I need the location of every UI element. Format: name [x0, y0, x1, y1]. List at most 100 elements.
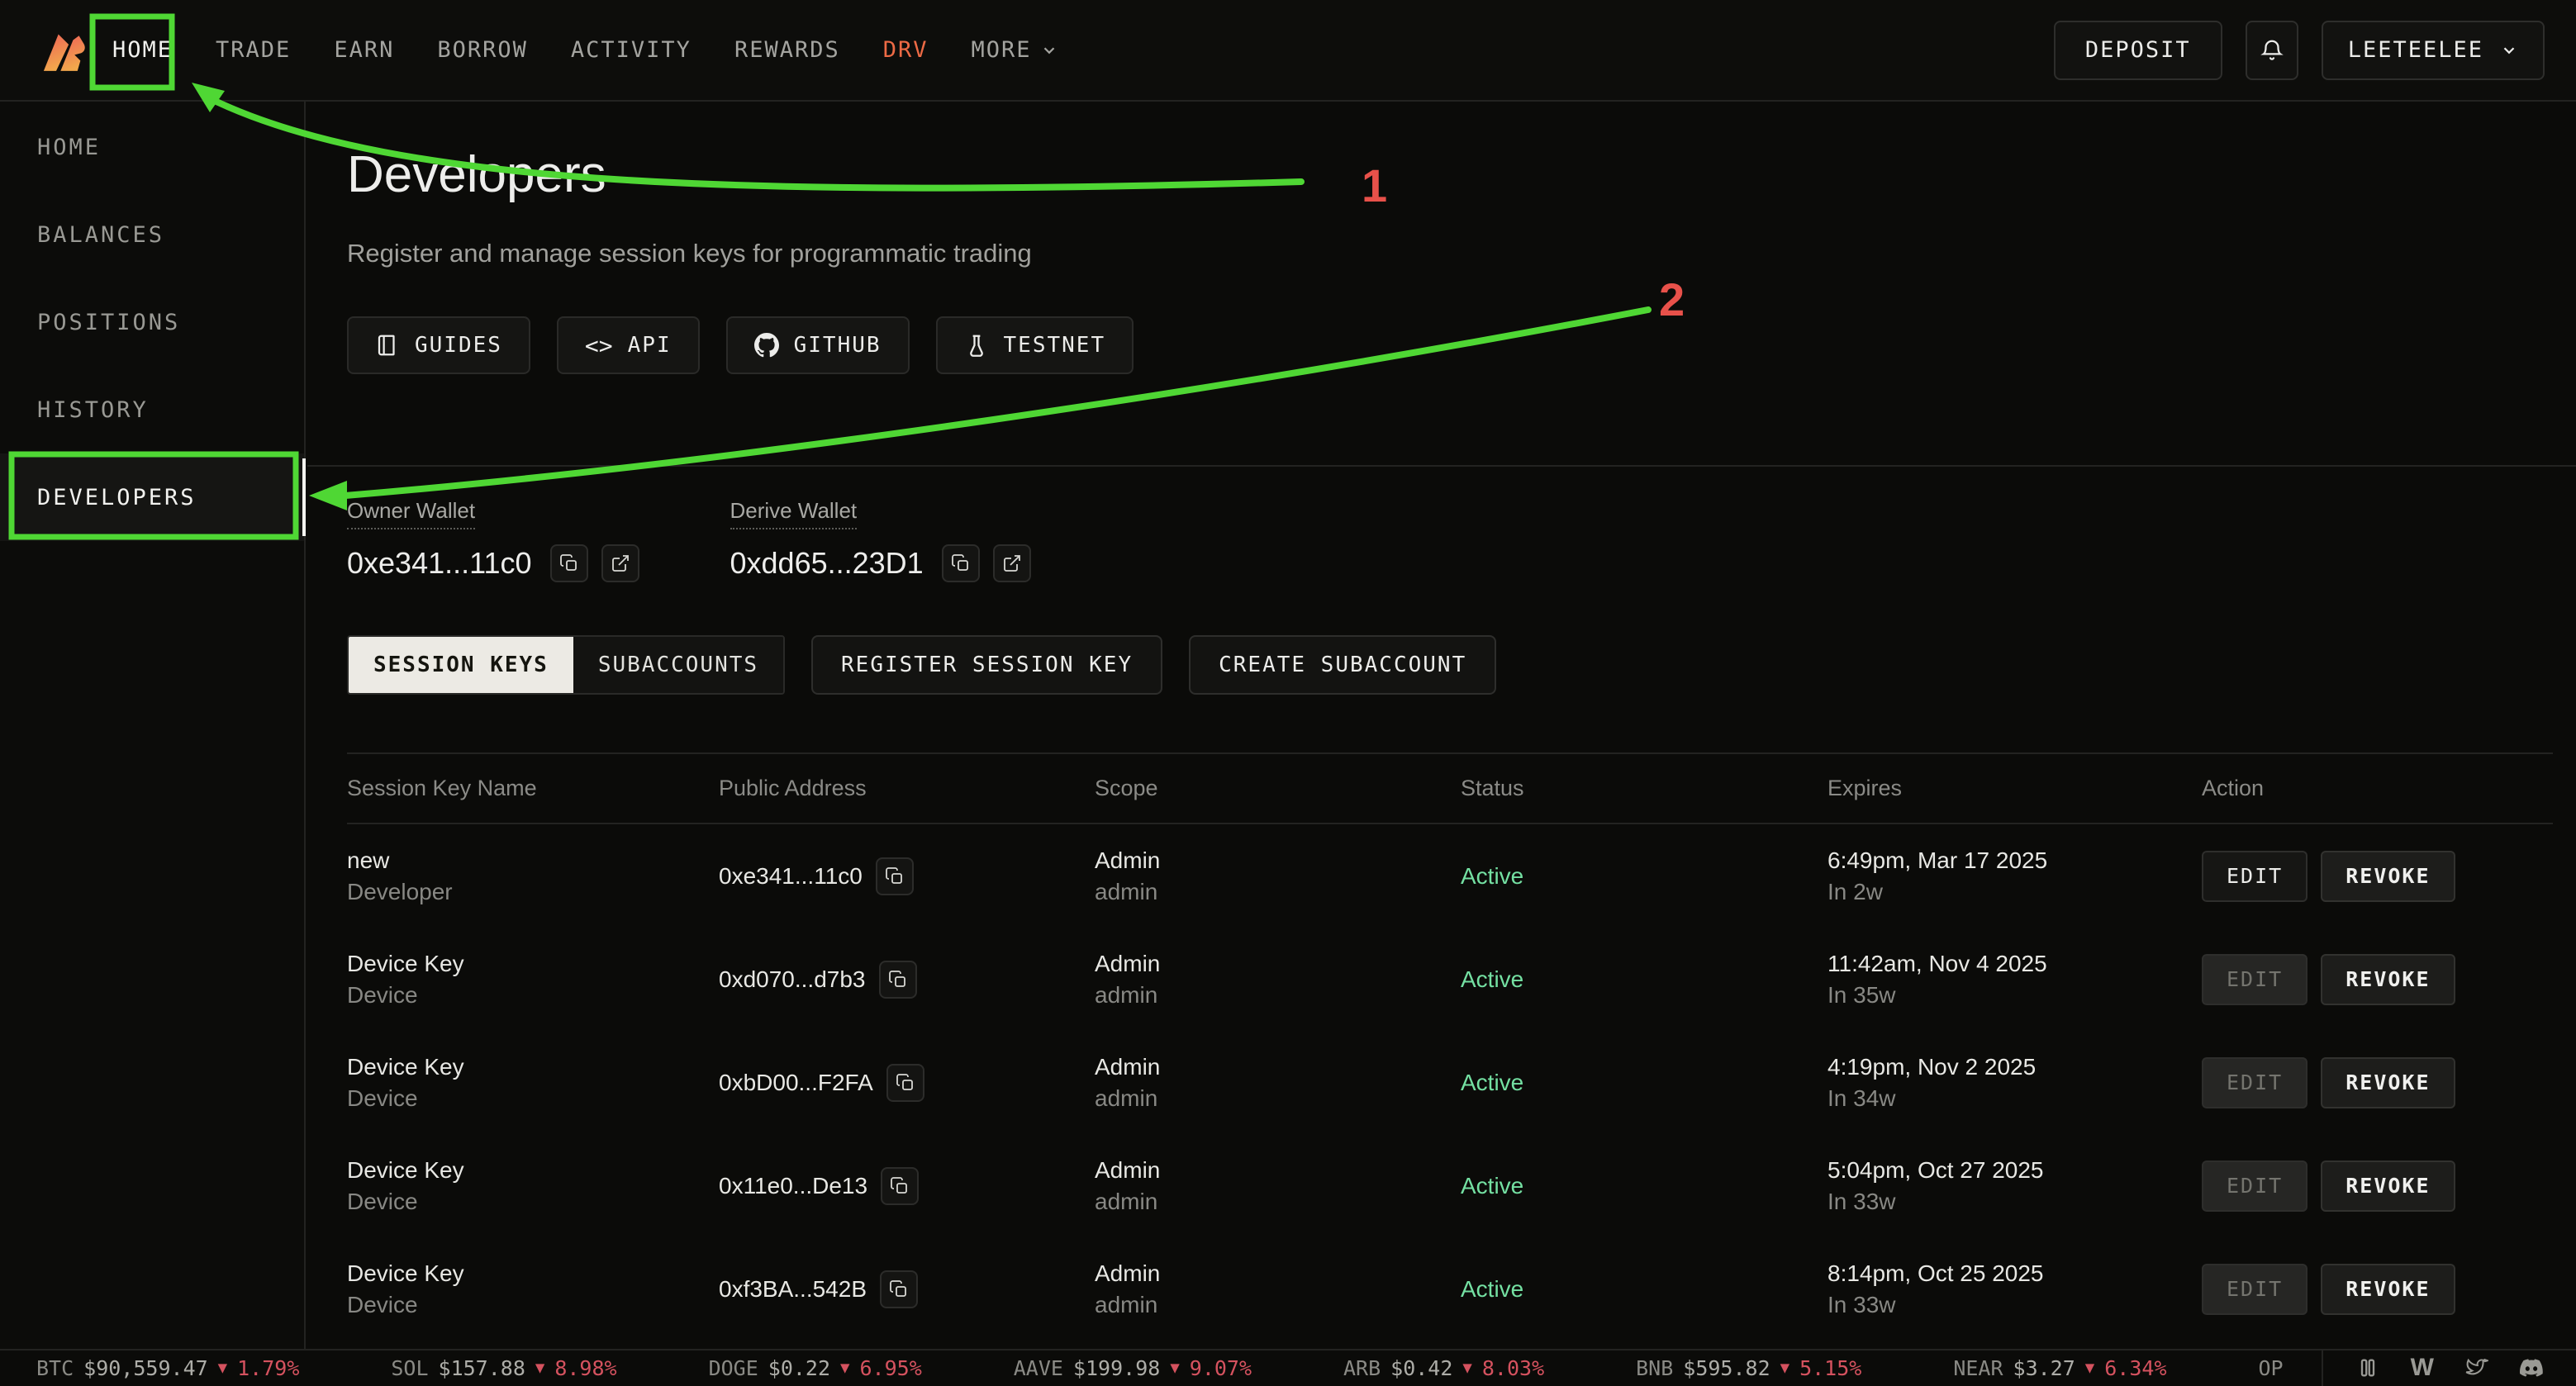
nav-item-more-label: MORE	[972, 37, 1032, 63]
register-session-key-button[interactable]: REGISTER SESSION KEY	[811, 635, 1162, 695]
session-key-name: Device Key	[347, 1051, 719, 1083]
copy-icon	[889, 1279, 909, 1299]
edit-button[interactable]: EDIT	[2202, 954, 2307, 1005]
table-row: Device Key Device 0xd070...d7b3 Admin ad…	[347, 928, 2553, 1031]
ticker-item-doge[interactable]: DOGE $0.22 ▼ 6.95%	[709, 1356, 922, 1380]
ticker-change: 8.98%	[554, 1356, 616, 1380]
ticker-item-bnb[interactable]: BNB $595.82 ▼ 5.15%	[1636, 1356, 1861, 1380]
nav-item-home[interactable]: HOME	[106, 32, 179, 68]
nav-item-rewards[interactable]: REWARDS	[728, 32, 847, 68]
edit-button[interactable]: EDIT	[2202, 1161, 2307, 1212]
nav-item-borrow[interactable]: BORROW	[430, 32, 535, 68]
github-button[interactable]: GITHUB	[726, 316, 910, 374]
revoke-button[interactable]: REVOKE	[2321, 851, 2455, 902]
expires-relative: In 33w	[1827, 1186, 2202, 1217]
copy-address-button[interactable]	[886, 1064, 924, 1102]
pause-ticker-button[interactable]	[2356, 1356, 2379, 1379]
deposit-button[interactable]: DEPOSIT	[2054, 21, 2222, 80]
discord-link[interactable]	[2520, 1356, 2543, 1379]
edit-button[interactable]: EDIT	[2202, 851, 2307, 902]
testtube-icon	[964, 333, 989, 358]
ticker-item-op[interactable]: OP	[2258, 1356, 2283, 1380]
copy-icon	[559, 553, 579, 573]
ticker-item-arb[interactable]: ARB $0.42 ▼ 8.03%	[1343, 1356, 1544, 1380]
session-key-name: Device Key	[347, 1258, 719, 1289]
ticker-item-aave[interactable]: AAVE $199.98 ▼ 9.07%	[1014, 1356, 1252, 1380]
owner-wallet-external-link-button[interactable]	[601, 544, 639, 582]
expires-relative: In 33w	[1827, 1289, 2202, 1321]
copy-address-button[interactable]	[881, 1167, 919, 1205]
derive-wallet-block: Derive Wallet 0xdd65...23D1	[730, 498, 1031, 582]
revoke-button[interactable]: REVOKE	[2321, 1057, 2455, 1108]
notifications-button[interactable]	[2246, 21, 2298, 80]
revoke-button[interactable]: REVOKE	[2321, 1264, 2455, 1315]
revoke-button[interactable]: REVOKE	[2321, 1161, 2455, 1212]
ticker-item-sol[interactable]: SOL $157.88 ▼ 8.98%	[391, 1356, 616, 1380]
sidebar-item-developers[interactable]: DEVELOPERS	[0, 453, 304, 541]
tab-group: SESSION KEYS SUBACCOUNTS	[347, 635, 785, 695]
page-title: Developers	[347, 143, 2553, 207]
scope: Admin	[1095, 1051, 1461, 1083]
ticker-symbol: BTC	[36, 1356, 74, 1380]
owner-wallet-block: Owner Wallet 0xe341...11c0	[347, 498, 639, 582]
sidebar-item-home[interactable]: HOME	[0, 103, 304, 191]
account-menu-button[interactable]: LEETEELEE	[2322, 21, 2545, 80]
ticker-social-icons: W	[2323, 1354, 2576, 1382]
column-header-action: Action	[2202, 776, 2553, 801]
create-subaccount-button[interactable]: CREATE SUBACCOUNT	[1189, 635, 1496, 695]
testnet-button[interactable]: TESTNET	[936, 316, 1134, 374]
tab-session-keys[interactable]: SESSION KEYS	[349, 637, 573, 693]
tab-subaccounts[interactable]: SUBACCOUNTS	[573, 637, 783, 693]
copy-address-button[interactable]	[879, 961, 917, 999]
external-link-icon	[611, 553, 630, 573]
sidebar-item-balances[interactable]: BALANCES	[0, 191, 304, 278]
scope-sub: admin	[1095, 876, 1461, 908]
ticker-item-near[interactable]: NEAR $3.27 ▼ 6.34%	[1953, 1356, 2166, 1380]
ticker-symbol: BNB	[1636, 1356, 1673, 1380]
scope-sub: admin	[1095, 1083, 1461, 1114]
edit-button[interactable]: EDIT	[2202, 1057, 2307, 1108]
ticker-price: $0.22	[768, 1356, 830, 1380]
nav-item-activity[interactable]: ACTIVITY	[564, 32, 698, 68]
expires-relative: In 35w	[1827, 980, 2202, 1011]
derive-wallet-label[interactable]: Derive Wallet	[730, 498, 858, 529]
nav-item-trade[interactable]: TRADE	[209, 32, 297, 68]
external-link-icon	[1002, 553, 1022, 573]
edit-button[interactable]: EDIT	[2202, 1264, 2307, 1315]
copy-address-button[interactable]	[880, 1270, 918, 1308]
derive-wallet-copy-button[interactable]	[942, 544, 980, 582]
ticker-items: BTC $90,559.47 ▼ 1.79% SOL $157.88 ▼ 8.9…	[0, 1356, 2322, 1380]
ticker-change: 5.15%	[1799, 1356, 1861, 1380]
nav-item-more[interactable]: MORE	[965, 32, 1065, 68]
copy-icon	[896, 1073, 915, 1093]
ticker-change: 8.03%	[1482, 1356, 1544, 1380]
ticker-item-btc[interactable]: BTC $90,559.47 ▼ 1.79%	[36, 1356, 299, 1380]
nav-item-drv[interactable]: DRV	[877, 32, 935, 68]
scope: Admin	[1095, 948, 1461, 980]
api-button[interactable]: <> API	[557, 316, 700, 374]
session-key-type: Device	[347, 1186, 719, 1217]
public-address: 0xbD00...F2FA	[719, 1067, 873, 1099]
derive-logo[interactable]	[36, 26, 89, 74]
ticker-symbol: AAVE	[1014, 1356, 1063, 1380]
github-icon	[754, 333, 779, 358]
sidebar-item-history[interactable]: HISTORY	[0, 366, 304, 453]
guides-button[interactable]: GUIDES	[347, 316, 530, 374]
ticker-price: $157.88	[439, 1356, 525, 1380]
sidebar: HOME BALANCES POSITIONS HISTORY DEVELOPE…	[0, 102, 306, 1349]
owner-wallet-label[interactable]: Owner Wallet	[347, 498, 475, 529]
copy-address-button[interactable]	[876, 857, 914, 895]
derive-wallet-external-link-button[interactable]	[993, 544, 1031, 582]
main-content: Developers Register and manage session k…	[307, 102, 2576, 1349]
session-key-name: Device Key	[347, 1155, 719, 1186]
session-key-type: Device	[347, 980, 719, 1011]
owner-wallet-copy-button[interactable]	[550, 544, 588, 582]
nav-item-earn[interactable]: EARN	[327, 32, 401, 68]
twitter-link[interactable]	[2465, 1356, 2488, 1379]
scope: Admin	[1095, 845, 1461, 876]
wallets-section: Owner Wallet 0xe341...11c0 Derive Wallet	[347, 498, 2553, 582]
revoke-button[interactable]: REVOKE	[2321, 954, 2455, 1005]
status-badge: Active	[1461, 863, 1523, 889]
sidebar-item-positions[interactable]: POSITIONS	[0, 278, 304, 366]
warpcast-link[interactable]: W	[2411, 1354, 2434, 1382]
